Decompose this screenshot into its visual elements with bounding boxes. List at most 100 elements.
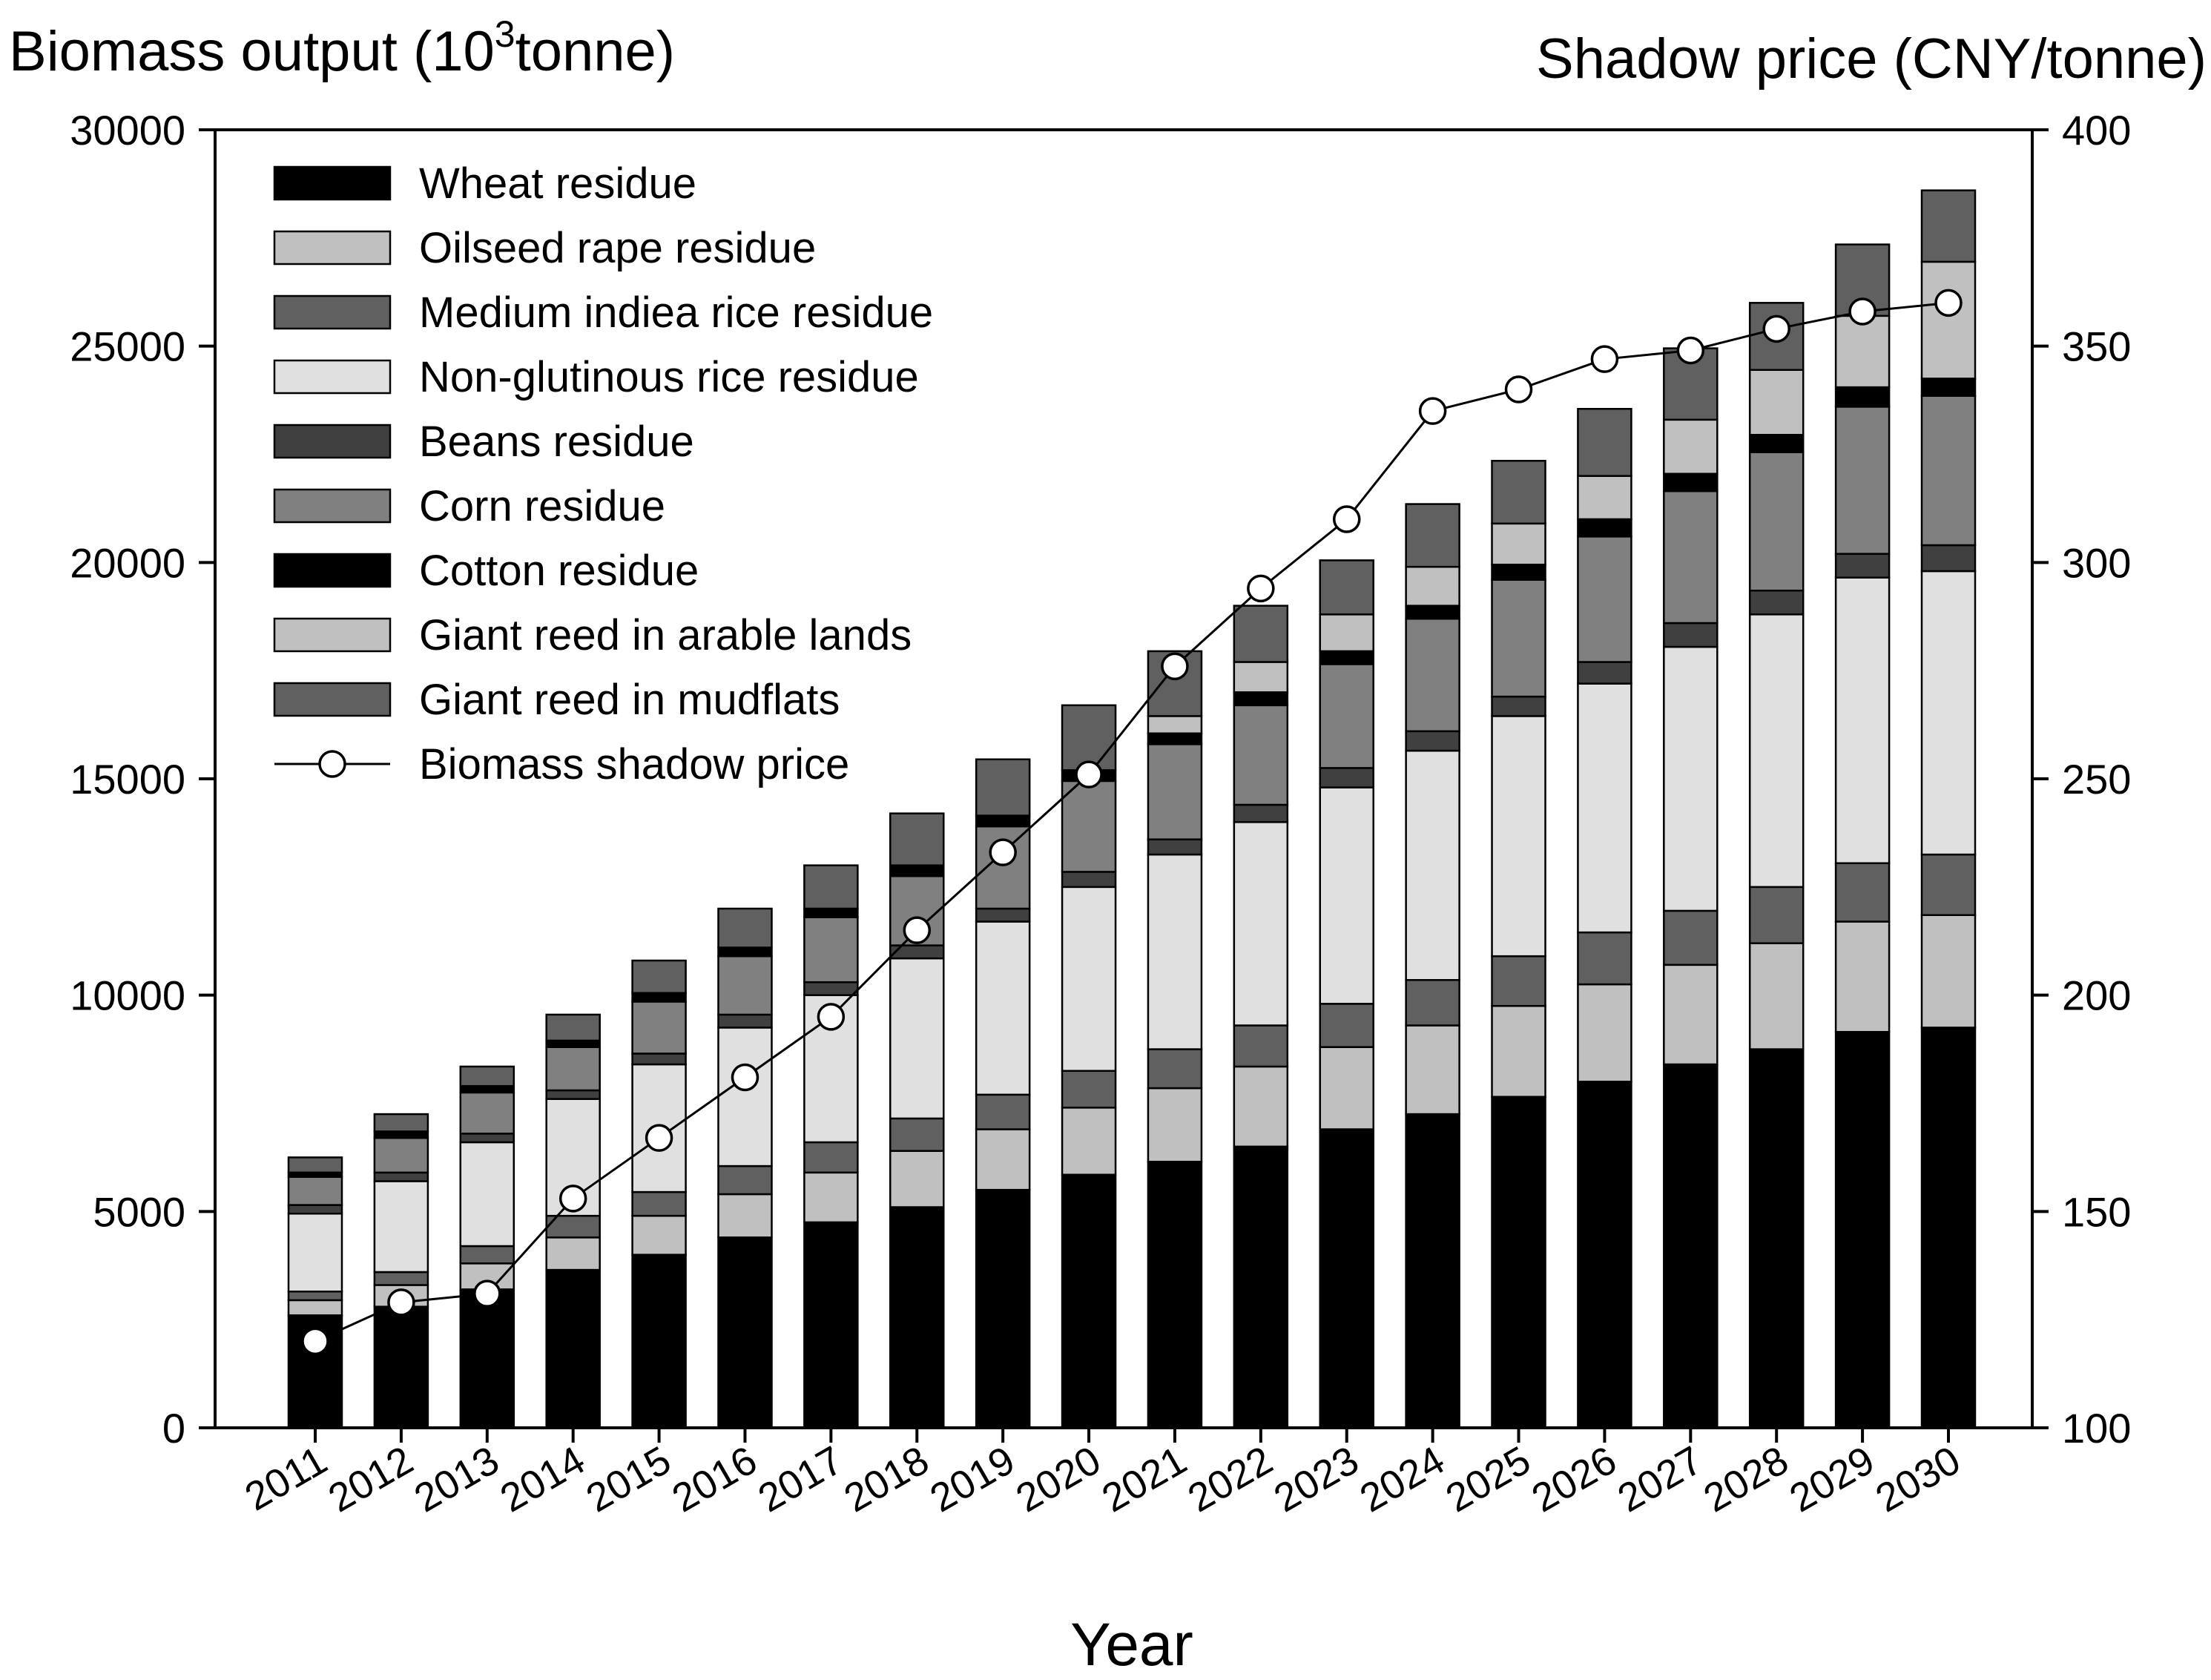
bar-segment [1319,1046,1374,1130]
bar-segment [1834,862,1891,923]
bar-segment [1405,503,1460,568]
bar-segment [1834,920,1891,1033]
bar-segment [1748,590,1805,616]
right-axis-title: Shadow price (CNY/tonne) [1536,27,2207,90]
price-point [1590,345,1619,373]
bar-segment [1233,704,1289,806]
bar-segment [975,814,1031,828]
legend-swatch [273,359,392,395]
legend-label: Beans residue [419,418,694,466]
y-right-tick-label: 100 [2062,1405,2131,1452]
bar-segment [545,1013,601,1042]
bar-segment [803,864,859,910]
bar-segment [1233,1065,1289,1148]
bar-segment [803,981,859,996]
bar-segment [631,1190,687,1217]
bar-segment [717,955,773,1016]
bar-segment [889,1150,945,1208]
price-point [903,916,932,944]
price-point [1848,297,1876,326]
bar-segment [459,1141,515,1248]
bar-segment [1319,767,1374,788]
bar-segment [1491,579,1546,698]
bar-segment [1405,565,1460,607]
price-point [1504,375,1533,403]
y-right-tick-label: 400 [2062,107,2131,154]
bar-segment [287,1213,343,1293]
bar-segment [717,1165,773,1196]
bar-segment [975,1093,1031,1130]
bar-segment [1748,613,1805,889]
bar-segment [1147,1048,1203,1090]
bar-segment [803,916,859,984]
legend-label: Giant reed in arable lands [419,611,912,659]
bar-segment [1061,780,1117,873]
bar-segment [287,1204,343,1215]
bar-segment [373,1136,429,1174]
bar-segment [889,864,945,877]
price-point [1418,397,1447,425]
y-right-tick-label: 250 [2062,756,2131,803]
bar-segment [1061,871,1117,889]
price-point [817,1003,846,1031]
bar-segment [1405,749,1460,981]
bar-segment [1748,942,1805,1050]
bar-segment [1491,1005,1546,1098]
bar-segment [1147,853,1203,1050]
bar-segment [717,907,773,949]
bar-segment [1920,544,1977,573]
bar-segment [287,1291,343,1302]
price-point [1762,314,1790,343]
bar-segment [1319,786,1374,1005]
bar-segment [1834,314,1891,389]
bar-segment [1834,406,1891,555]
legend-label: Medium indiea rice residue [419,289,933,337]
bar-segment [1491,715,1546,958]
bar-segment [1147,743,1203,840]
bar-segment [459,1133,515,1144]
y-tick-label: 15000 [70,756,185,803]
bar-segment [889,944,945,960]
bar-segment [1491,1096,1546,1429]
bar-segment [1405,1113,1460,1429]
bar-segment [1233,661,1289,694]
bar-segment [1663,490,1719,625]
price-point [989,838,1017,866]
bar-segment [631,992,687,1003]
bar-segment [1834,1031,1891,1429]
price-point [731,1063,759,1092]
bar-segment [717,1027,773,1167]
bar-segment [1061,1173,1117,1429]
bar-segment [1748,434,1805,453]
price-point [1075,760,1103,788]
bar-segment [631,1254,687,1429]
bar-segment [1491,522,1546,566]
legend-marker [318,750,346,778]
legend-swatch [273,617,392,653]
legend-swatch [273,294,392,330]
bar-segment [1233,605,1289,663]
price-point [387,1288,415,1317]
legend-label: Non-glutinous rice residue [419,353,919,401]
legend-swatch [273,553,392,588]
bar-segment [1233,691,1289,707]
bar-segment [1405,617,1460,733]
bar-segment [1319,1128,1374,1429]
legend-swatch [273,230,392,266]
y-right-tick-label: 300 [2062,539,2131,586]
bar-segment [1061,1070,1117,1109]
y-right-tick-label: 150 [2062,1188,2131,1235]
bar-segment [545,1039,601,1048]
bar-segment [1748,1048,1805,1429]
bar-segment [717,946,773,958]
bar-segment [373,1113,429,1133]
price-point [1934,289,1963,317]
bar-segment [1577,536,1632,663]
bar-segment [287,1156,343,1174]
bar-segment [545,1268,601,1429]
y-tick-label: 30000 [70,107,185,154]
legend-label: Corn residue [419,482,665,530]
bar-segment [1920,260,1977,380]
bar-segment [1319,650,1374,665]
